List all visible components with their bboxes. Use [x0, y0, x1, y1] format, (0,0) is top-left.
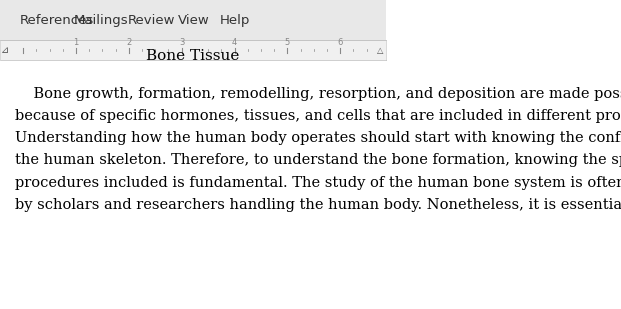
Text: Bone growth, formation, remodelling, resorption, and deposition are made possibl: Bone growth, formation, remodelling, res… [16, 87, 621, 100]
Text: 4: 4 [232, 37, 237, 47]
Text: the human skeleton. Therefore, to understand the bone formation, knowing the spe: the human skeleton. Therefore, to unders… [16, 153, 621, 167]
Text: 2: 2 [126, 37, 132, 47]
Text: Bone Tissue: Bone Tissue [146, 49, 240, 63]
FancyBboxPatch shape [0, 40, 386, 60]
FancyBboxPatch shape [0, 60, 386, 309]
FancyBboxPatch shape [0, 0, 386, 40]
Text: because of specific hormones, tissues, and cells that are included in different : because of specific hormones, tissues, a… [16, 109, 621, 123]
Text: Understanding how the human body operates should start with knowing the configur: Understanding how the human body operate… [16, 131, 621, 145]
Text: 6: 6 [338, 37, 343, 47]
Text: procedures included is fundamental. The study of the human bone system is often : procedures included is fundamental. The … [16, 176, 621, 189]
Text: Mailings: Mailings [73, 14, 128, 27]
Text: 1: 1 [73, 37, 79, 47]
Text: 3: 3 [179, 37, 184, 47]
Text: △: △ [377, 46, 383, 55]
Text: by scholars and researchers handling the human body. Nonetheless, it is essentia: by scholars and researchers handling the… [16, 198, 621, 212]
Text: References: References [19, 14, 94, 27]
Text: Review: Review [127, 14, 175, 27]
Text: View: View [178, 14, 209, 27]
Text: ⊿: ⊿ [1, 45, 9, 55]
Text: Help: Help [220, 14, 250, 27]
Text: 5: 5 [285, 37, 290, 47]
